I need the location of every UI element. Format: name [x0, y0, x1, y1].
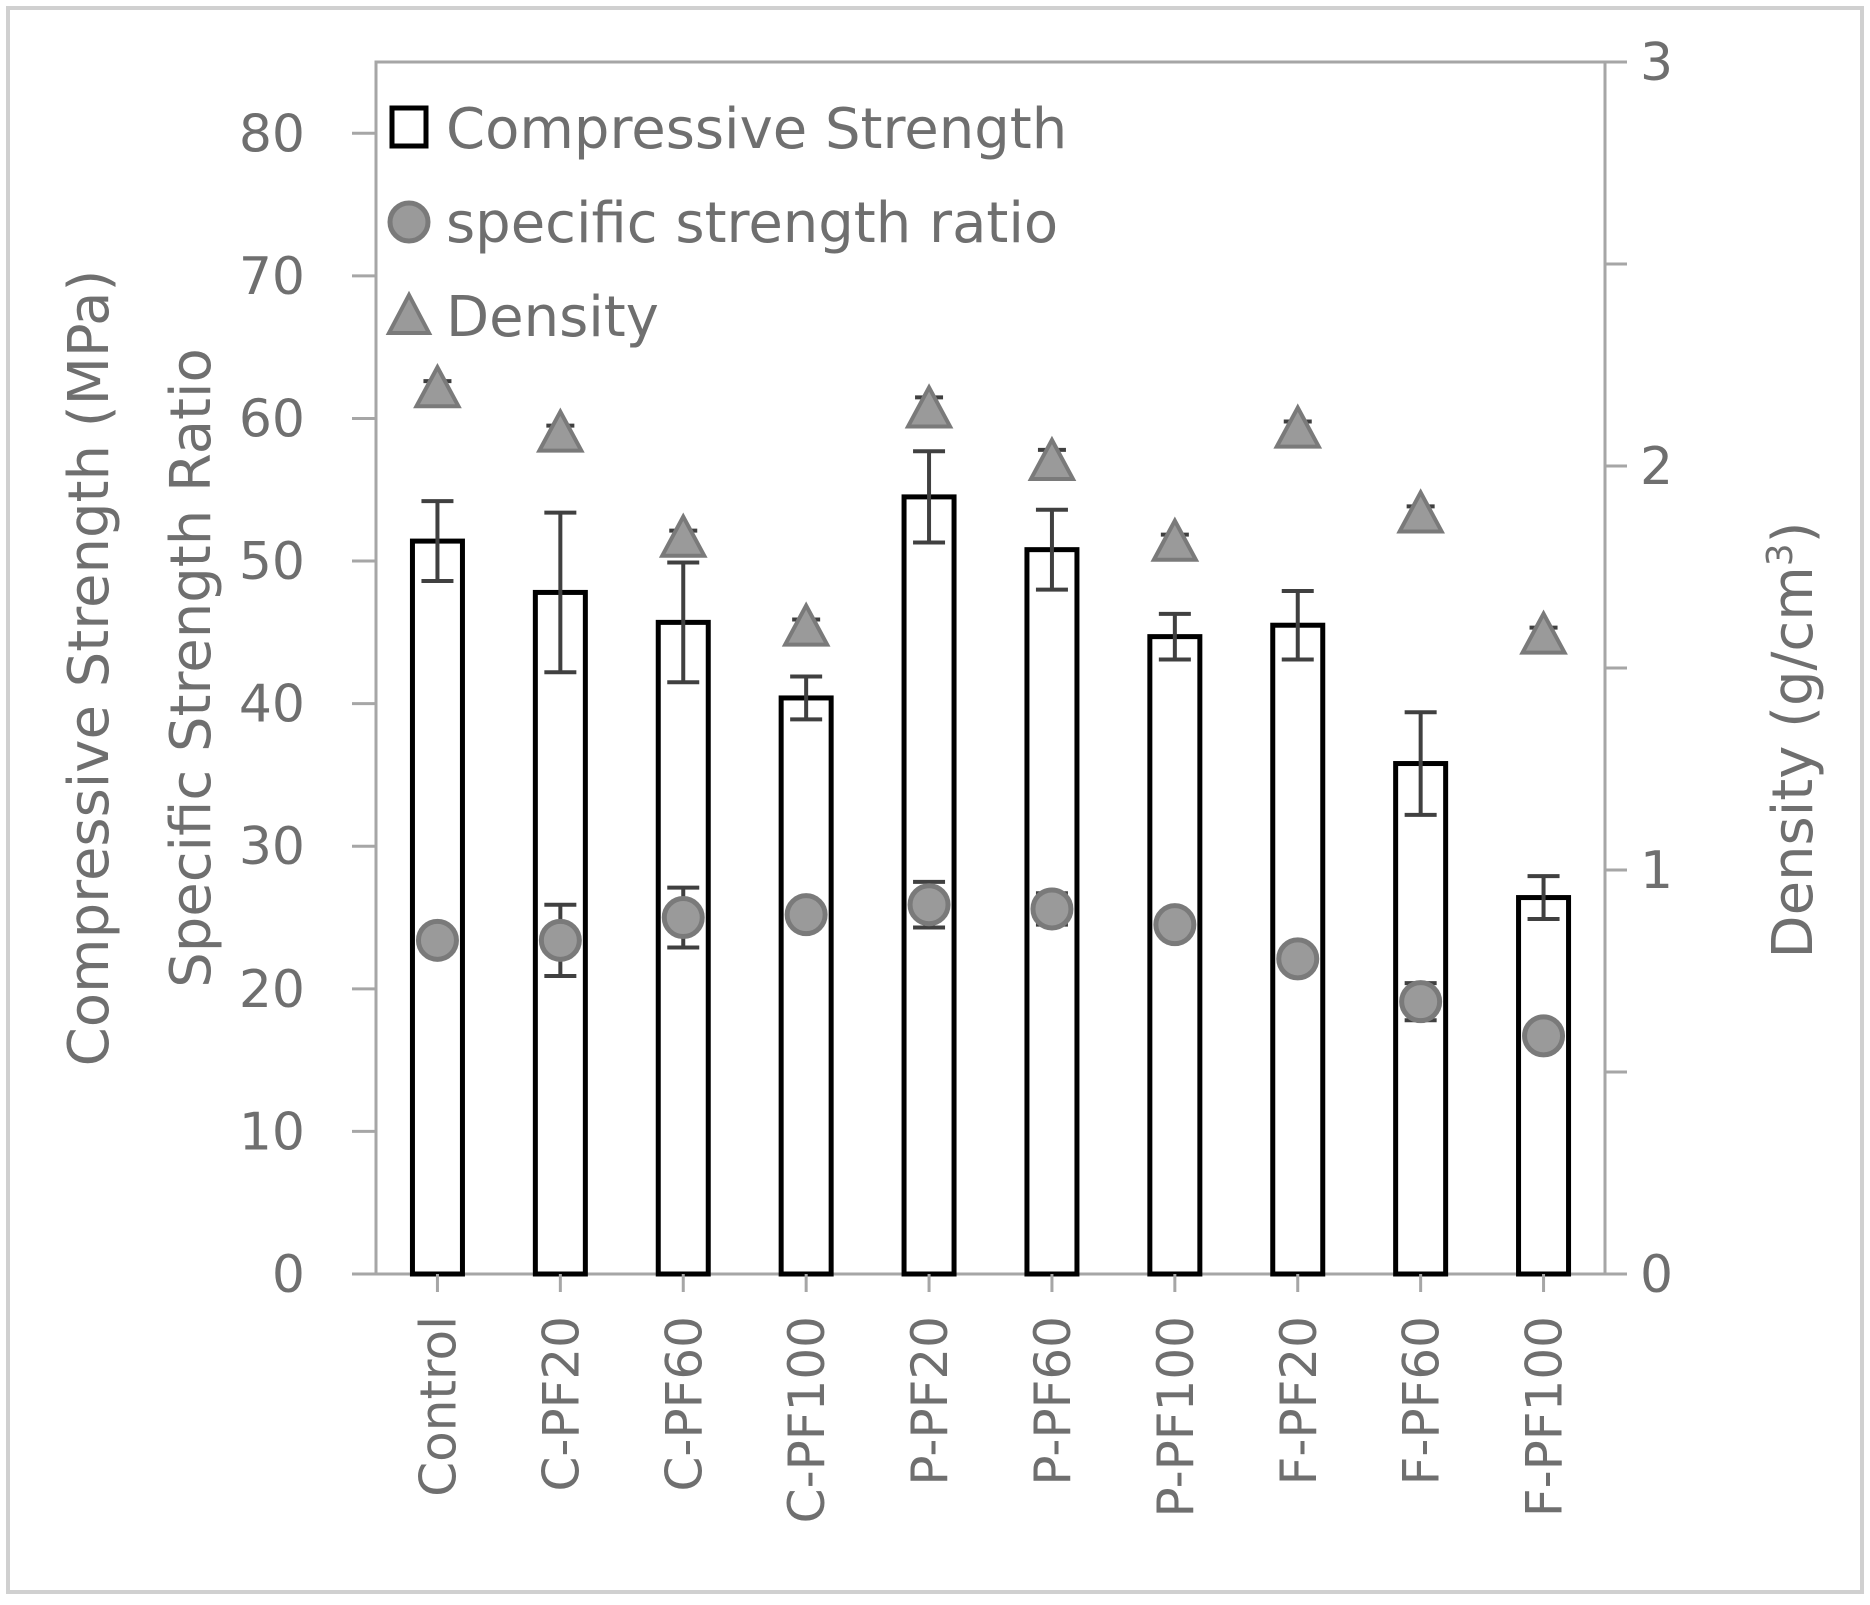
bar-compressive-strength	[1516, 895, 1572, 1277]
circle-series	[415, 879, 1566, 1058]
legend-label-density: Density	[446, 285, 659, 350]
y-tick-label: 0	[272, 1245, 305, 1305]
bar-compressive-strength	[409, 538, 465, 1277]
point-density	[413, 363, 462, 409]
point-density	[536, 407, 585, 453]
point-density	[658, 512, 708, 558]
legend-label-specific-strength: specific strength ratio	[446, 191, 1058, 256]
point-density	[904, 383, 954, 429]
y-axis-title-line2: Specific Strength Ratio	[159, 348, 224, 988]
point-specific-strength	[538, 918, 582, 962]
y-tick-label: 50	[239, 532, 305, 592]
point-specific-strength	[1153, 903, 1197, 947]
point-density	[1273, 403, 1323, 449]
triangle-series	[413, 363, 1568, 655]
y-tick-label: 20	[239, 960, 305, 1020]
point-density	[781, 601, 831, 647]
y-tick-label: 30	[239, 817, 305, 877]
x-category-label: F-PF100	[1516, 1316, 1574, 1517]
point-specific-strength	[1276, 937, 1320, 981]
y2-tick-label: 2	[1640, 437, 1673, 497]
y2-axis-title-close: )	[1761, 521, 1826, 543]
y2-tick-label: 0	[1640, 1245, 1673, 1305]
point-density	[1027, 435, 1077, 481]
point-specific-strength	[1399, 980, 1443, 1024]
y-tick-label: 10	[239, 1102, 305, 1162]
point-density	[1519, 609, 1568, 655]
y-tick-label: 60	[239, 389, 305, 449]
y2-axis-title-main: Density (g/cm	[1761, 566, 1826, 958]
y2-axis-title: Density (g/cm3)	[1760, 521, 1827, 958]
x-category-label: F-PF60	[1393, 1316, 1451, 1485]
category-labels: Control C-PF20 C-PF60 C-PF100 P-PF20 P-PF60 P-…	[409, 1274, 1574, 1523]
y2-axis-title-sup: 3	[1760, 543, 1801, 566]
point-specific-strength	[784, 893, 828, 937]
point-specific-strength	[415, 918, 459, 962]
legend-swatch-circle	[387, 200, 431, 244]
y-tick-label: 40	[239, 675, 305, 735]
point-density	[1150, 516, 1200, 562]
x-category-label: P-PF100	[1147, 1316, 1205, 1517]
x-category-label: C-PF20	[532, 1316, 590, 1492]
x-category-label: C-PF60	[655, 1316, 713, 1492]
bar-compressive-strength	[1147, 634, 1203, 1277]
x-category-label: P-PF20	[901, 1316, 959, 1486]
point-density	[1396, 488, 1445, 534]
y-tick-label: 80	[239, 104, 305, 164]
right-axis: 0 1 2 3	[1605, 33, 1673, 1305]
y-axis-title-line1: Compressive Strength (MPa)	[57, 270, 122, 1067]
legend-label-compressive-strength: Compressive Strength	[446, 97, 1067, 162]
x-category-label: P-PF60	[1024, 1316, 1082, 1486]
y2-tick-label: 1	[1640, 841, 1673, 901]
legend-swatch-triangle	[385, 290, 433, 335]
x-category-label: C-PF100	[778, 1316, 836, 1523]
point-specific-strength	[661, 896, 705, 940]
x-category-label: Control	[409, 1316, 467, 1497]
point-specific-strength	[907, 883, 951, 927]
point-specific-strength	[1030, 887, 1074, 931]
left-axis: 0 10 20 30 40 50 60 70 80	[239, 104, 376, 1305]
y2-tick-label: 3	[1640, 33, 1673, 93]
point-specific-strength	[1522, 1014, 1566, 1058]
x-category-label: F-PF20	[1270, 1316, 1328, 1485]
bar-compressive-strength	[778, 695, 834, 1277]
legend-swatch-bar	[389, 105, 429, 149]
y-tick-label: 70	[239, 247, 305, 307]
legend: Compressive Strength specific strength r…	[385, 97, 1067, 350]
